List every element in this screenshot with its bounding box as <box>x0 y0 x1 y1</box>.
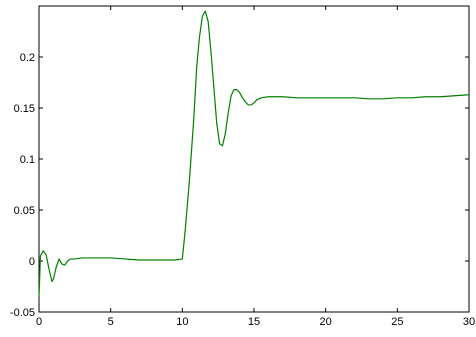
series-line-0 <box>38 10 470 297</box>
x-tick-label: 5 <box>108 316 114 328</box>
x-tick-label: 20 <box>320 316 332 328</box>
x-tick-label: 30 <box>463 316 475 328</box>
y-tick-label: 0 <box>29 256 35 268</box>
x-tick-label: 25 <box>391 316 403 328</box>
y-axis: -0.05 0 0.05 0.1 0.15 0.2 <box>10 52 469 319</box>
series-layer <box>38 10 470 297</box>
x-axis: 0 5 10 15 20 25 30 <box>36 6 475 328</box>
plot-area <box>38 5 470 313</box>
y-tick-label: 0.2 <box>20 52 35 64</box>
y-tick-label: -0.05 <box>10 307 35 319</box>
x-tick-label: 10 <box>176 316 188 328</box>
y-tick-label: 0.15 <box>14 103 35 115</box>
x-tick-label: 15 <box>248 316 260 328</box>
y-tick-label: 0.1 <box>20 154 35 166</box>
x-tick-label: 0 <box>36 316 42 328</box>
y-tick-label: 0.05 <box>14 205 35 217</box>
